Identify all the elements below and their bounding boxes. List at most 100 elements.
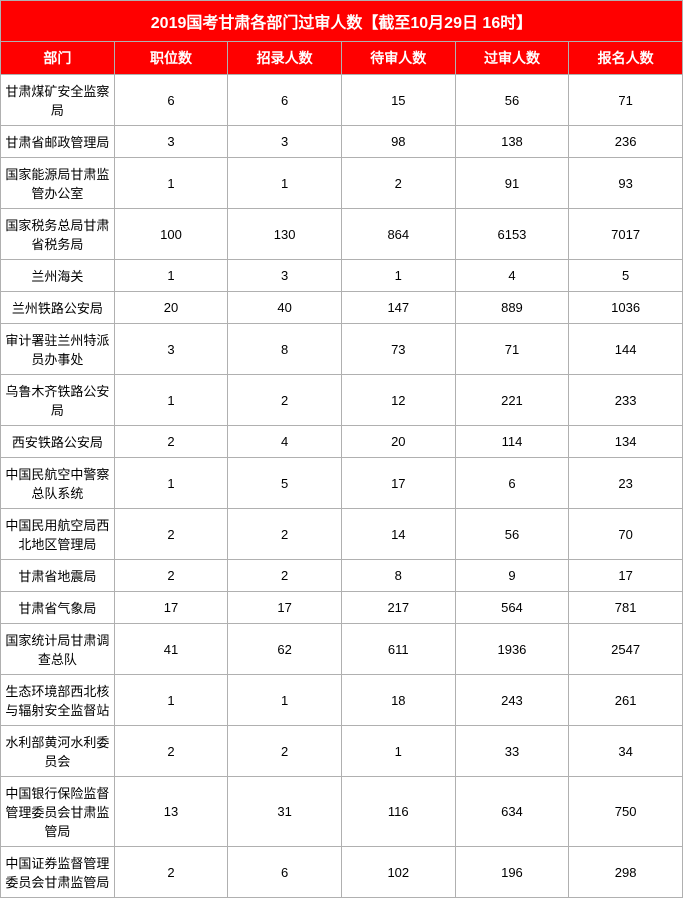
- cell-value: 1: [114, 158, 228, 209]
- cell-value: 781: [569, 592, 683, 624]
- table-title: 2019国考甘肃各部门过审人数【截至10月29日 16时】: [1, 1, 683, 42]
- cell-value: 4: [455, 260, 569, 292]
- col-header-dept: 部门: [1, 42, 115, 75]
- cell-value: 20: [114, 292, 228, 324]
- cell-dept: 国家税务总局甘肃省税务局: [1, 209, 115, 260]
- cell-value: 2: [114, 726, 228, 777]
- cell-value: 3: [228, 126, 342, 158]
- table-row: 中国民航空中警察总队系统1517623: [1, 458, 683, 509]
- table-row: 甘肃省邮政管理局3398138236: [1, 126, 683, 158]
- table-row: 中国银行保险监督管理委员会甘肃监管局1331116634750: [1, 777, 683, 847]
- cell-value: 564: [455, 592, 569, 624]
- cell-value: 144: [569, 324, 683, 375]
- cell-value: 20: [341, 426, 455, 458]
- cell-dept: 中国银行保险监督管理委员会甘肃监管局: [1, 777, 115, 847]
- cell-value: 17: [228, 592, 342, 624]
- cell-dept: 中国证券监督管理委员会甘肃监管局: [1, 847, 115, 898]
- table-row: 兰州铁路公安局20401478891036: [1, 292, 683, 324]
- cell-dept: 中国民航空中警察总队系统: [1, 458, 115, 509]
- table-row: 国家税务总局甘肃省税务局10013086461537017: [1, 209, 683, 260]
- table-row: 水利部黄河水利委员会2213334: [1, 726, 683, 777]
- cell-dept: 国家能源局甘肃监管办公室: [1, 158, 115, 209]
- cell-value: 233: [569, 375, 683, 426]
- cell-value: 15: [341, 75, 455, 126]
- cell-value: 73: [341, 324, 455, 375]
- cell-value: 7017: [569, 209, 683, 260]
- cell-value: 611: [341, 624, 455, 675]
- cell-value: 889: [455, 292, 569, 324]
- cell-value: 62: [228, 624, 342, 675]
- cell-value: 217: [341, 592, 455, 624]
- cell-value: 5: [228, 458, 342, 509]
- cell-value: 91: [455, 158, 569, 209]
- cell-value: 31: [228, 777, 342, 847]
- cell-value: 71: [455, 324, 569, 375]
- cell-value: 1936: [455, 624, 569, 675]
- cell-value: 8: [341, 560, 455, 592]
- cell-value: 2: [228, 375, 342, 426]
- cell-value: 40: [228, 292, 342, 324]
- col-header-positions: 职位数: [114, 42, 228, 75]
- cell-value: 298: [569, 847, 683, 898]
- cell-dept: 生态环境部西北核与辐射安全监督站: [1, 675, 115, 726]
- cell-value: 3: [228, 260, 342, 292]
- cell-value: 34: [569, 726, 683, 777]
- cell-dept: 兰州铁路公安局: [1, 292, 115, 324]
- col-header-applied: 报名人数: [569, 42, 683, 75]
- cell-value: 634: [455, 777, 569, 847]
- cell-dept: 甘肃省气象局: [1, 592, 115, 624]
- cell-value: 750: [569, 777, 683, 847]
- cell-value: 1: [228, 675, 342, 726]
- cell-value: 3: [114, 324, 228, 375]
- cell-value: 2: [228, 509, 342, 560]
- cell-dept: 甘肃省邮政管理局: [1, 126, 115, 158]
- cell-value: 1: [228, 158, 342, 209]
- cell-value: 14: [341, 509, 455, 560]
- cell-value: 5: [569, 260, 683, 292]
- cell-value: 2: [114, 560, 228, 592]
- cell-dept: 水利部黄河水利委员会: [1, 726, 115, 777]
- cell-value: 9: [455, 560, 569, 592]
- table-row: 兰州海关13145: [1, 260, 683, 292]
- cell-value: 2: [341, 158, 455, 209]
- cell-value: 13: [114, 777, 228, 847]
- cell-value: 147: [341, 292, 455, 324]
- data-table: 2019国考甘肃各部门过审人数【截至10月29日 16时】 部门 职位数 招录人…: [0, 0, 683, 898]
- cell-value: 116: [341, 777, 455, 847]
- cell-value: 2: [228, 726, 342, 777]
- cell-value: 17: [569, 560, 683, 592]
- cell-value: 236: [569, 126, 683, 158]
- cell-value: 33: [455, 726, 569, 777]
- cell-value: 3: [114, 126, 228, 158]
- cell-value: 23: [569, 458, 683, 509]
- table-row: 中国民用航空局西北地区管理局22145670: [1, 509, 683, 560]
- header-row: 部门 职位数 招录人数 待审人数 过审人数 报名人数: [1, 42, 683, 75]
- cell-value: 102: [341, 847, 455, 898]
- cell-value: 41: [114, 624, 228, 675]
- cell-value: 8: [228, 324, 342, 375]
- cell-value: 864: [341, 209, 455, 260]
- cell-dept: 审计署驻兰州特派员办事处: [1, 324, 115, 375]
- cell-value: 70: [569, 509, 683, 560]
- cell-value: 93: [569, 158, 683, 209]
- cell-value: 6: [114, 75, 228, 126]
- cell-value: 6: [228, 847, 342, 898]
- cell-value: 17: [341, 458, 455, 509]
- cell-value: 130: [228, 209, 342, 260]
- cell-value: 98: [341, 126, 455, 158]
- cell-dept: 乌鲁木齐铁路公安局: [1, 375, 115, 426]
- cell-value: 1036: [569, 292, 683, 324]
- cell-value: 138: [455, 126, 569, 158]
- cell-value: 261: [569, 675, 683, 726]
- table-row: 西安铁路公安局2420114134: [1, 426, 683, 458]
- cell-value: 100: [114, 209, 228, 260]
- cell-dept: 国家统计局甘肃调查总队: [1, 624, 115, 675]
- cell-value: 6: [455, 458, 569, 509]
- cell-dept: 甘肃煤矿安全监察局: [1, 75, 115, 126]
- cell-value: 2547: [569, 624, 683, 675]
- table-row: 甘肃省地震局228917: [1, 560, 683, 592]
- cell-value: 1: [114, 458, 228, 509]
- table-row: 国家能源局甘肃监管办公室1129193: [1, 158, 683, 209]
- cell-value: 56: [455, 509, 569, 560]
- table-row: 审计署驻兰州特派员办事处387371144: [1, 324, 683, 375]
